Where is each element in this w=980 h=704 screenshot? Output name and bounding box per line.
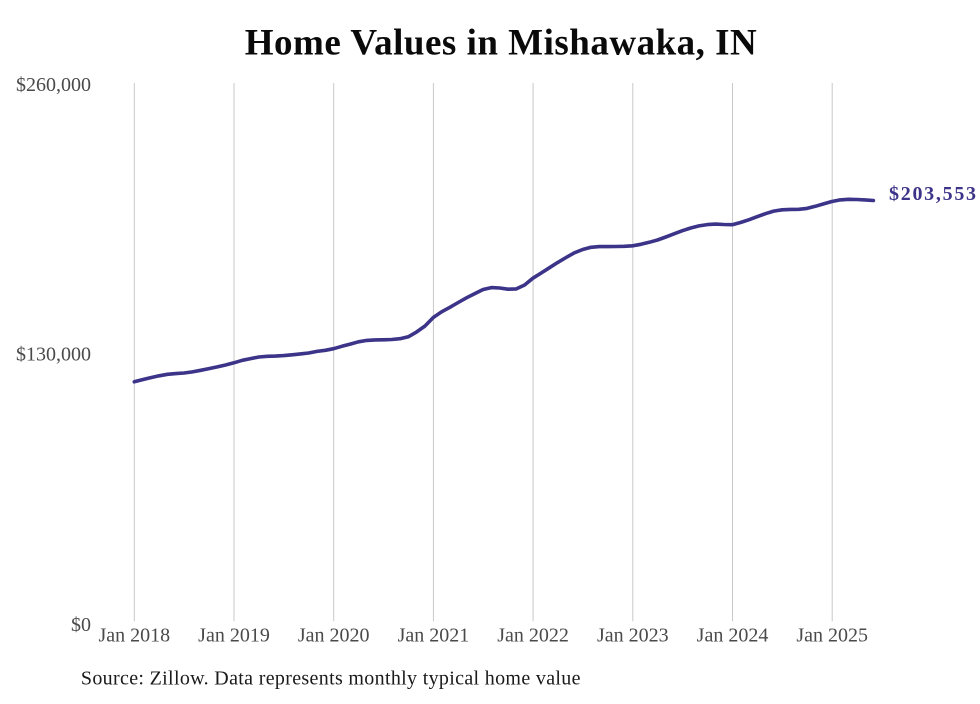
svg-text:Source: Zillow. Data represent: Source: Zillow. Data represents monthly …	[81, 667, 581, 689]
svg-text:$130,000: $130,000	[16, 344, 91, 366]
svg-text:Jan 2018: Jan 2018	[98, 625, 170, 647]
svg-text:Jan 2022: Jan 2022	[497, 625, 569, 647]
svg-text:$0: $0	[71, 614, 91, 636]
svg-text:Jan 2021: Jan 2021	[398, 625, 470, 647]
svg-text:$260,000: $260,000	[16, 74, 91, 96]
svg-text:$203,553: $203,553	[889, 183, 978, 205]
svg-text:Home Values in Mishawaka, IN: Home Values in Mishawaka, IN	[245, 22, 758, 63]
svg-text:Jan 2020: Jan 2020	[298, 625, 370, 647]
svg-text:Jan 2025: Jan 2025	[796, 625, 868, 647]
svg-text:Jan 2019: Jan 2019	[198, 625, 270, 647]
svg-text:Jan 2024: Jan 2024	[697, 625, 769, 647]
svg-text:Jan 2023: Jan 2023	[597, 625, 669, 647]
